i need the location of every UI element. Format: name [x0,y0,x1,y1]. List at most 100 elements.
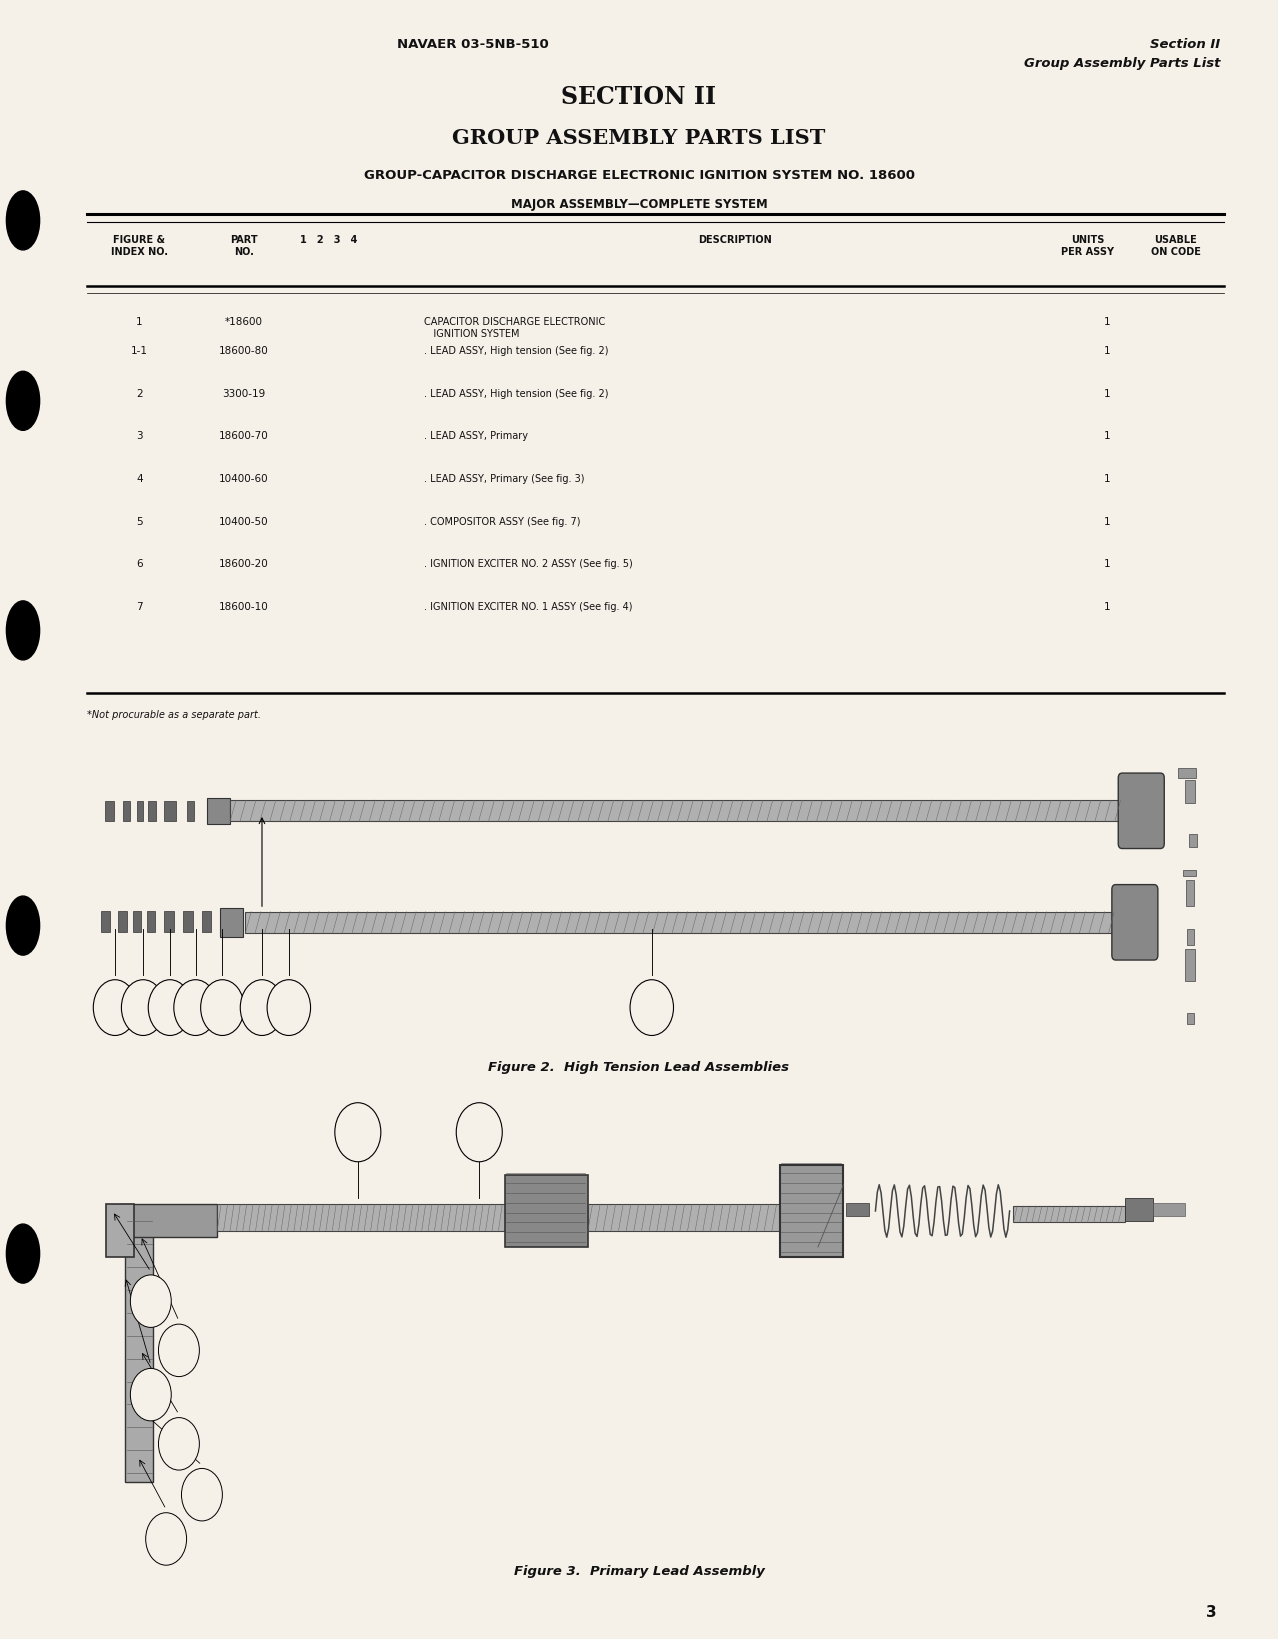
Bar [230,801,1125,823]
Ellipse shape [6,897,40,956]
Ellipse shape [6,372,40,431]
Bar [1185,780,1195,803]
Bar [1183,870,1196,877]
Bar [588,1205,780,1231]
Ellipse shape [6,602,40,661]
Text: 1: 1 [1103,346,1111,356]
Bar [121,1205,217,1237]
Text: GROUP-CAPACITOR DISCHARGE ELECTRONIC IGNITION SYSTEM NO. 18600: GROUP-CAPACITOR DISCHARGE ELECTRONIC IGN… [363,169,915,182]
Text: 1-1: 1-1 [130,346,148,356]
Text: 1   2   3   4: 1 2 3 4 [300,234,357,244]
Text: 4: 4 [135,474,143,484]
Text: . IGNITION EXCITER NO. 2 ASSY (See fig. 5): . IGNITION EXCITER NO. 2 ASSY (See fig. … [424,559,674,569]
Text: 8: 8 [286,1003,291,1013]
FancyBboxPatch shape [1112,885,1158,960]
FancyBboxPatch shape [1118,774,1164,849]
Text: 10400-60: 10400-60 [220,474,268,484]
Text: 4: 4 [193,1003,198,1013]
Text: 4: 4 [176,1346,181,1355]
Bar [1178,769,1196,779]
Bar [106,1205,134,1257]
Text: CAPACITOR DISCHARGE ELECTRONIC
   IGNITION SYSTEM: CAPACITOR DISCHARGE ELECTRONIC IGNITION … [424,316,633,339]
Bar [1187,1013,1194,1024]
Circle shape [174,980,217,1036]
Bar [1185,949,1195,982]
Bar [217,1205,505,1231]
Text: 1: 1 [1103,431,1111,441]
Text: 18600-10: 18600-10 [220,602,268,611]
Circle shape [148,980,192,1036]
Bar [123,801,130,821]
Bar [187,801,194,821]
Text: 3: 3 [167,1003,173,1013]
Bar [147,911,155,933]
Circle shape [240,980,284,1036]
Text: 5: 5 [148,1390,153,1400]
Bar [118,911,127,933]
Bar [1187,929,1194,946]
Text: . IGNITION EXCITER NO. 1 ASSY (See fig. 4): . IGNITION EXCITER NO. 1 ASSY (See fig. … [424,602,674,611]
Circle shape [93,980,137,1036]
Circle shape [158,1324,199,1377]
Text: GROUP ASSEMBLY PARTS LIST: GROUP ASSEMBLY PARTS LIST [452,128,826,148]
Circle shape [181,1469,222,1521]
Circle shape [267,980,311,1036]
Bar [105,801,114,821]
Text: Figure 2.  High Tension Lead Assemblies: Figure 2. High Tension Lead Assemblies [488,1060,790,1074]
Text: 1: 1 [1103,602,1111,611]
Bar [125,1211,153,1482]
Text: 2: 2 [199,1490,204,1500]
Bar [846,1203,869,1216]
Circle shape [146,1513,187,1565]
Circle shape [158,1418,199,1470]
Text: 1: 1 [1103,388,1111,398]
Ellipse shape [6,192,40,251]
Bar [1186,880,1194,906]
Text: 8: 8 [355,1128,360,1137]
Text: 1: 1 [112,1003,118,1013]
Text: USABLE
ON CODE: USABLE ON CODE [1150,234,1201,257]
Text: 1: 1 [1103,559,1111,569]
Text: 3300-19: 3300-19 [222,388,266,398]
Bar [505,1175,588,1247]
Text: FIGURE &
INDEX NO.: FIGURE & INDEX NO. [111,234,167,257]
Text: DESCRIPTION: DESCRIPTION [698,234,772,244]
Text: MAJOR ASSEMBLY—COMPLETE SYSTEM: MAJOR ASSEMBLY—COMPLETE SYSTEM [511,198,767,211]
Ellipse shape [6,1224,40,1283]
Text: . LEAD ASSY, High tension (See fig. 2): . LEAD ASSY, High tension (See fig. 2) [424,346,677,356]
Text: 6: 6 [135,559,143,569]
Bar [202,911,211,933]
Text: 1: 1 [1103,516,1111,526]
Bar [164,911,174,933]
Text: 3: 3 [176,1439,181,1449]
Text: 5: 5 [220,1003,225,1013]
Text: *18600: *18600 [225,316,263,326]
Text: Group Assembly Parts List: Group Assembly Parts List [1024,57,1220,70]
Bar [780,1165,843,1257]
Text: 6: 6 [148,1296,153,1306]
Circle shape [456,1103,502,1162]
Text: 1: 1 [164,1534,169,1544]
Circle shape [335,1103,381,1162]
Text: NAVAER 03-5NB-510: NAVAER 03-5NB-510 [397,38,548,51]
Bar [148,801,156,821]
Text: 3: 3 [1206,1605,1217,1619]
Text: PART
NO.: PART NO. [230,234,258,257]
Circle shape [121,980,165,1036]
Text: 18600-80: 18600-80 [220,346,268,356]
Text: Figure 3.  Primary Lead Assembly: Figure 3. Primary Lead Assembly [514,1564,764,1577]
Text: 18600-70: 18600-70 [220,431,268,441]
Text: . LEAD ASSY, High tension (See fig. 2): . LEAD ASSY, High tension (See fig. 2) [424,388,677,398]
Circle shape [201,980,244,1036]
Text: . LEAD ASSY, Primary: . LEAD ASSY, Primary [424,431,659,441]
Text: Section II: Section II [1150,38,1220,51]
Text: 18600-20: 18600-20 [220,559,268,569]
Text: 2: 2 [141,1003,146,1013]
Circle shape [130,1369,171,1421]
Bar [137,801,143,821]
Text: 7: 7 [259,1003,265,1013]
Bar [133,911,141,933]
Text: 3: 3 [135,431,143,441]
Bar [1153,1203,1185,1216]
Text: 7: 7 [135,602,143,611]
